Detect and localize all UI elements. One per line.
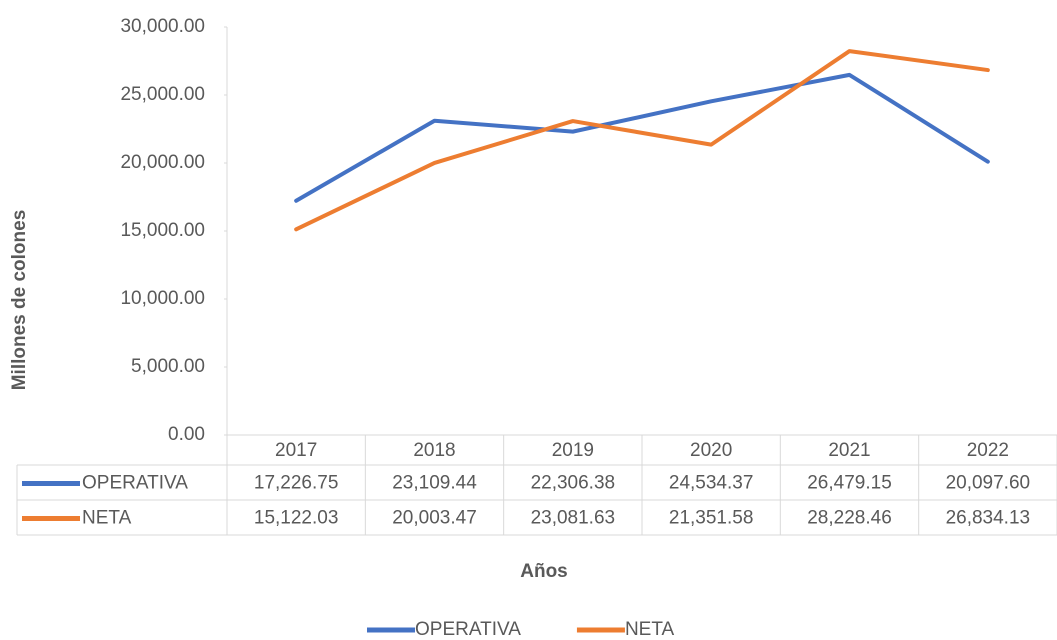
x-tick-label: 2019 <box>552 440 594 461</box>
table-value: 24,534.37 <box>669 473 754 494</box>
x-tick-label: 2021 <box>828 440 870 461</box>
y-tick-label: 15,000.00 <box>120 220 205 241</box>
x-axis-label: Años <box>520 561 568 582</box>
table-value: 26,479.15 <box>807 473 892 494</box>
table-value: 20,097.60 <box>946 473 1031 494</box>
y-tick-label: 25,000.00 <box>120 84 205 105</box>
table-value: 15,122.03 <box>254 508 339 529</box>
legend: OPERATIVA NETA <box>367 619 675 640</box>
x-tick-label: 2020 <box>690 440 732 461</box>
table-series-name: NETA <box>82 508 132 529</box>
table-value: 20,003.47 <box>392 508 477 529</box>
table-value: 22,306.38 <box>531 473 616 494</box>
y-tick-label: 20,000.00 <box>120 152 205 173</box>
table-value: 23,109.44 <box>392 473 477 494</box>
x-tick-label: 2018 <box>413 440 455 461</box>
y-axis-label: Millones de colones <box>9 210 30 391</box>
table-value: 23,081.63 <box>531 508 616 529</box>
y-tick-label: 10,000.00 <box>120 288 205 309</box>
series-line <box>294 72 990 203</box>
table-series-name: OPERATIVA <box>82 473 188 494</box>
table-value: 28,228.46 <box>807 508 892 529</box>
legend-label: NETA <box>625 619 675 640</box>
table-value: 26,834.13 <box>946 508 1031 529</box>
y-tick-label: 30,000.00 <box>120 16 205 37</box>
legend-label: OPERATIVA <box>415 619 521 640</box>
x-tick-label: 2017 <box>275 440 317 461</box>
y-tick-label: 5,000.00 <box>131 356 205 377</box>
table-value: 17,226.75 <box>254 473 339 494</box>
x-tick-label: 2022 <box>967 440 1009 461</box>
y-tick-label: 0.00 <box>168 424 205 445</box>
series-line <box>294 49 990 232</box>
table-value: 21,351.58 <box>669 508 754 529</box>
